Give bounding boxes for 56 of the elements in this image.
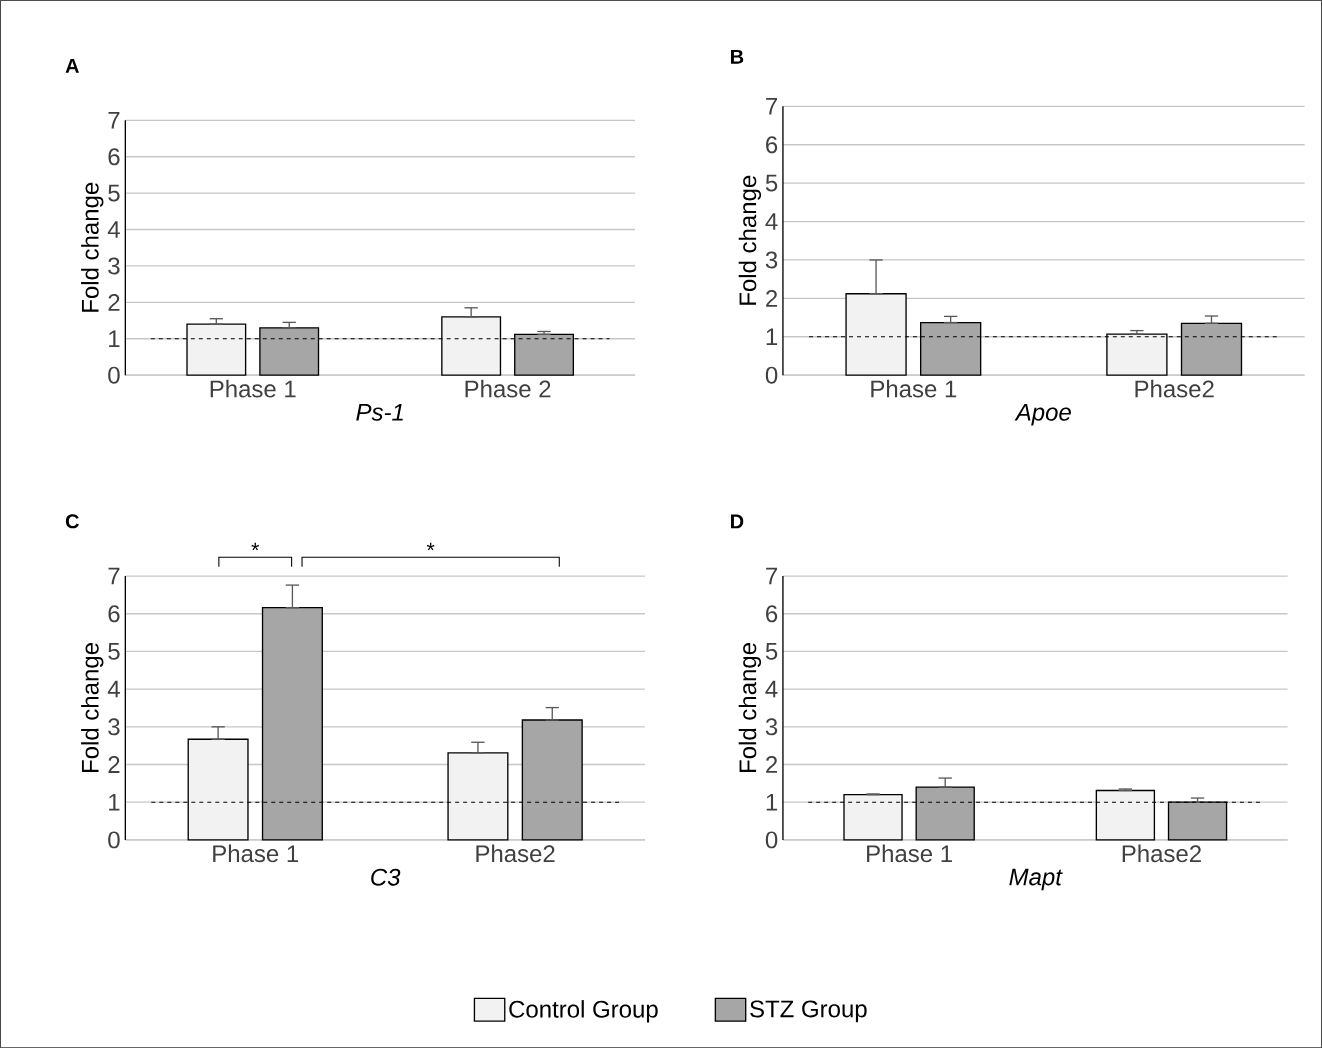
y-tick-label: 5 bbox=[765, 642, 778, 660]
y-tick-label: 1 bbox=[766, 793, 778, 811]
x-tick-label: Phase2 bbox=[1135, 379, 1214, 398]
y-tick-label: 6 bbox=[108, 605, 120, 623]
y-tick-label: 0 bbox=[765, 831, 778, 849]
chart-title: C bbox=[65, 514, 79, 529]
y-tick-label: 3 bbox=[765, 718, 778, 736]
y-tick-label: 3 bbox=[108, 718, 120, 736]
text: * bbox=[251, 542, 260, 551]
x-tick-label: Phase 2 bbox=[465, 379, 551, 398]
y-tick-label: 2 bbox=[766, 289, 778, 307]
y-tick-label: 2 bbox=[108, 293, 120, 311]
text: * bbox=[426, 542, 435, 551]
x-axis-title: Ps-1 bbox=[356, 403, 403, 421]
y-tick-label: 5 bbox=[108, 642, 120, 660]
y-tick-label: 2 bbox=[108, 756, 120, 773]
x-tick-label: Phase 1 bbox=[210, 379, 296, 398]
y-tick-label: 0 bbox=[108, 831, 120, 849]
y-tick-label: 5 bbox=[765, 174, 778, 192]
y-tick-label: 0 bbox=[108, 366, 120, 384]
y-tick-label: 3 bbox=[765, 251, 778, 269]
x-tick-label: Phase 1 bbox=[867, 844, 952, 863]
y-tick-label: 2 bbox=[766, 756, 778, 773]
y-tick-label: 4 bbox=[107, 680, 120, 698]
x-tick-label: Phase 1 bbox=[871, 379, 957, 398]
x-tick-label: Phase2 bbox=[1122, 844, 1201, 863]
y-tick-label: 7 bbox=[766, 97, 778, 115]
y-tick-label: 4 bbox=[107, 221, 120, 238]
y-tick-label: 7 bbox=[108, 111, 120, 129]
y-tick-label: 7 bbox=[766, 567, 778, 585]
x-axis-title: C3 bbox=[371, 868, 401, 886]
legend-label: Control Group bbox=[509, 1000, 658, 1023]
y-axis-title: Fold change bbox=[738, 642, 762, 772]
x-axis-title: Mapt bbox=[1009, 868, 1063, 891]
y-tick-label: 4 bbox=[765, 680, 778, 698]
y-tick-label: 6 bbox=[108, 148, 120, 166]
chart-title: A bbox=[65, 58, 79, 73]
y-tick-label: 1 bbox=[766, 328, 778, 345]
y-tick-label: 3 bbox=[108, 257, 120, 275]
y-axis-title: Fold change bbox=[738, 175, 762, 305]
chart-title: B bbox=[731, 49, 744, 64]
x-tick-label: Phase 1 bbox=[213, 844, 299, 863]
y-tick-label: 6 bbox=[766, 136, 778, 154]
y-tick-label: 7 bbox=[108, 567, 120, 585]
y-tick-label: 5 bbox=[108, 184, 120, 202]
legend-label: STZ Group bbox=[750, 1000, 867, 1023]
y-tick-label: 0 bbox=[765, 366, 778, 384]
y-axis-title: Fold change bbox=[81, 643, 104, 772]
x-tick-label: Phase2 bbox=[476, 844, 555, 863]
chart-title: D bbox=[731, 514, 744, 529]
y-tick-label: 4 bbox=[765, 213, 778, 230]
y-tick-label: 1 bbox=[109, 793, 120, 811]
y-tick-label: 1 bbox=[109, 330, 120, 347]
y-axis-title: Fold change bbox=[81, 182, 104, 312]
x-axis-title: Apoe bbox=[1014, 403, 1071, 426]
y-tick-label: 6 bbox=[766, 605, 778, 623]
